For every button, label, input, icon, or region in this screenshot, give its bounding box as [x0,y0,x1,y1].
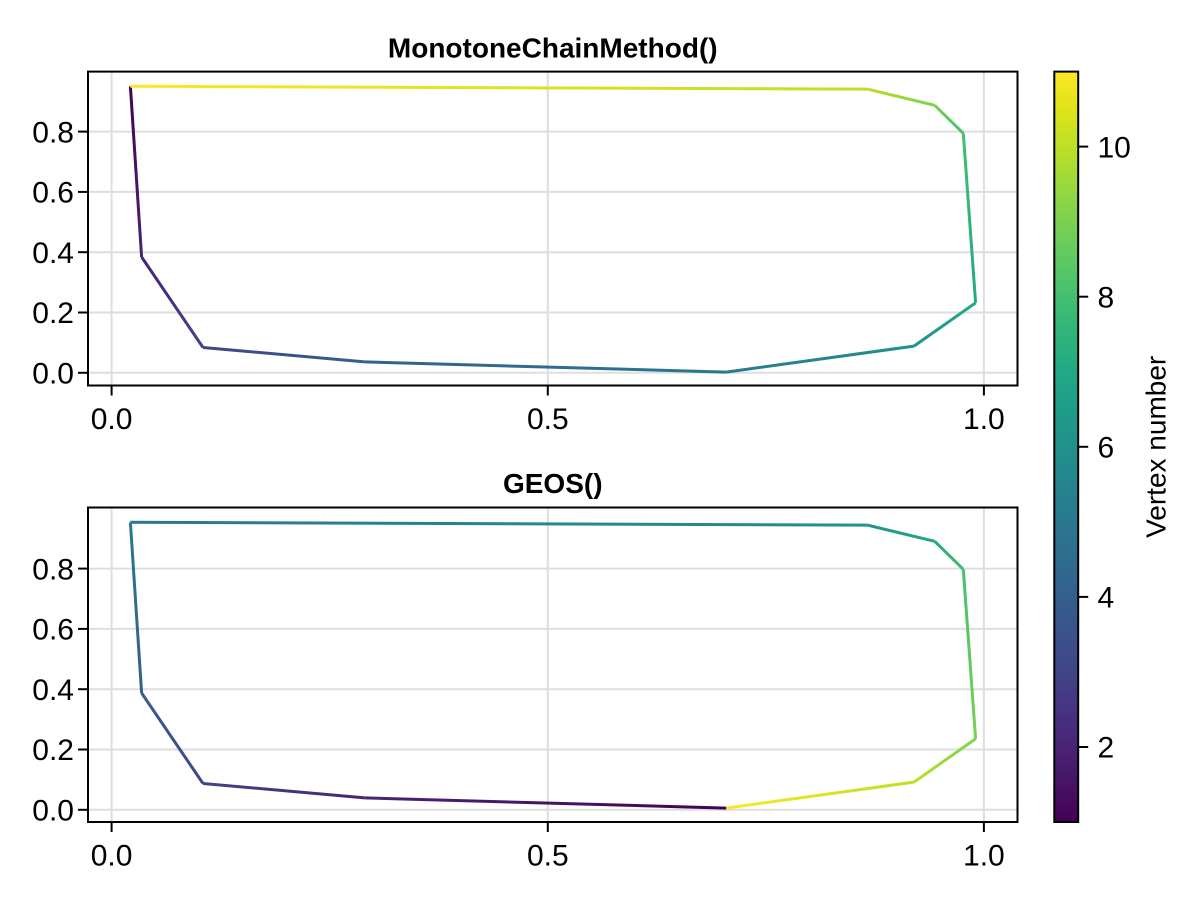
svg-text:0.5: 0.5 [527,840,569,873]
svg-text:1.0: 1.0 [963,840,1005,873]
svg-text:0.6: 0.6 [32,177,74,210]
svg-text:0.6: 0.6 [32,614,74,647]
svg-text:0.0: 0.0 [91,403,133,436]
svg-text:0.2: 0.2 [32,734,74,767]
svg-text:MonotoneChainMethod(): MonotoneChainMethod() [388,33,718,64]
svg-text:0.0: 0.0 [32,795,74,828]
svg-text:GEOS(): GEOS() [503,468,603,499]
svg-text:1.0: 1.0 [963,403,1005,436]
svg-text:10: 10 [1098,131,1131,164]
svg-text:0.0: 0.0 [91,840,133,873]
svg-text:6: 6 [1098,432,1115,465]
svg-text:0.4: 0.4 [32,237,74,270]
svg-text:2: 2 [1098,732,1115,765]
svg-text:0.4: 0.4 [32,674,74,707]
svg-text:0.0: 0.0 [32,358,74,391]
svg-text:0.8: 0.8 [32,553,74,586]
svg-text:0.2: 0.2 [32,297,74,330]
svg-text:8: 8 [1098,282,1115,315]
svg-text:0.5: 0.5 [527,403,569,436]
svg-text:Vertex number: Vertex number [1141,356,1172,538]
svg-text:4: 4 [1098,582,1115,615]
svg-text:0.8: 0.8 [32,116,74,149]
